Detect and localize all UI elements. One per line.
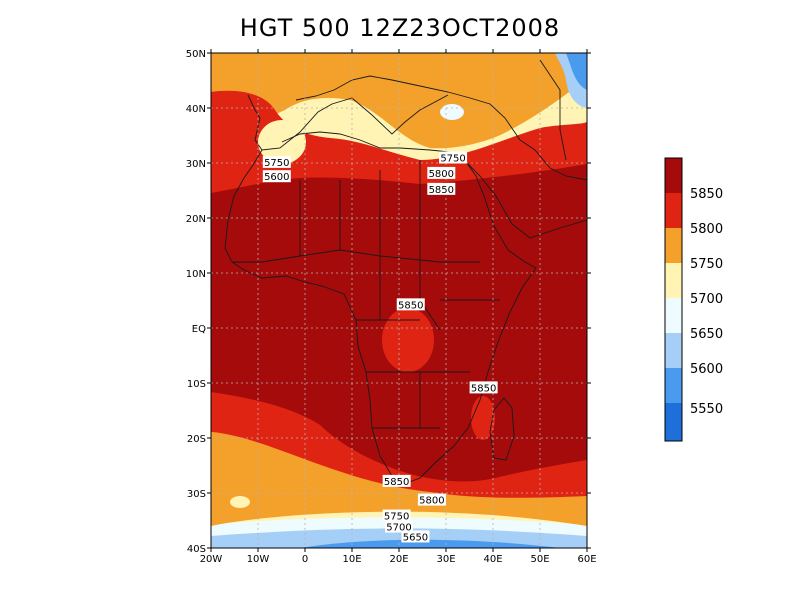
contour-label: 5850 bbox=[396, 298, 425, 311]
contour-label-box bbox=[417, 493, 446, 506]
y-tick-label: 40S bbox=[187, 544, 206, 555]
legend-label: 5850 bbox=[690, 187, 723, 202]
contour-label: 5750 bbox=[439, 151, 468, 165]
y-tick-label: 20N bbox=[186, 214, 206, 225]
legend-label: 5550 bbox=[690, 402, 723, 417]
contour-label-box bbox=[439, 151, 468, 164]
y-tick-label: 30S bbox=[187, 489, 206, 500]
tick-marks bbox=[207, 49, 591, 552]
band-south-5600 bbox=[300, 539, 560, 548]
y-tick-label: 10S bbox=[187, 379, 206, 390]
x-tick-label: 30E bbox=[436, 554, 455, 565]
legend-swatch-5900 bbox=[665, 158, 682, 193]
y-tick-label: 30N bbox=[186, 159, 206, 170]
contour-label-text: 5850 bbox=[384, 477, 409, 488]
contour-label-text: 5750 bbox=[384, 512, 409, 523]
contour-label: 5700 bbox=[385, 520, 413, 534]
contour-label: 5750 bbox=[382, 509, 411, 523]
cell-5850-africa bbox=[382, 308, 434, 372]
legend-label: 5650 bbox=[690, 327, 723, 342]
x-tick-label: 20E bbox=[389, 554, 408, 565]
contour-label: 5650 bbox=[401, 530, 430, 543]
contour-label: 5750 bbox=[262, 155, 291, 169]
contour-label-box bbox=[427, 182, 456, 195]
contour-label: 5850 bbox=[427, 182, 456, 196]
contour-label-text: 5850 bbox=[429, 185, 454, 196]
x-tick-label: 40E bbox=[483, 554, 502, 565]
x-tick-labels: 20W 10W 0 10E 20E 30E 40E 50E 60E bbox=[200, 554, 597, 565]
legend-swatch-5800 bbox=[665, 228, 682, 263]
legend-swatch-5650 bbox=[665, 333, 682, 368]
contour-label-box bbox=[262, 155, 291, 168]
contour-label-text: 5800 bbox=[419, 496, 444, 507]
cell-5700-turkey bbox=[440, 104, 464, 120]
contour-label: 5800 bbox=[417, 493, 446, 507]
contour-label-box bbox=[427, 166, 456, 179]
contour-label-text: 5850 bbox=[398, 300, 423, 311]
legend-label: 5700 bbox=[690, 292, 723, 307]
contour-label-box bbox=[385, 520, 413, 533]
contour-label: 5850 bbox=[469, 381, 498, 394]
legend-label: 5600 bbox=[690, 362, 723, 377]
legend-swatch-5700 bbox=[665, 298, 682, 333]
contour-label-box bbox=[382, 509, 411, 522]
y-tick-label: 50N bbox=[186, 49, 206, 60]
x-tick-label: 10W bbox=[247, 554, 270, 565]
legend-label: 5800 bbox=[690, 222, 723, 237]
x-tick-label: 60E bbox=[577, 554, 596, 565]
contour-label-text: 5850 bbox=[471, 383, 496, 394]
contour-labels: 5750 5600 5750 5800 5850 5850 5850 5850 5800 5750… bbox=[262, 151, 498, 543]
band-south-5800 bbox=[211, 425, 587, 526]
contour-label-box bbox=[262, 170, 291, 183]
legend-swatch-5850 bbox=[665, 193, 682, 228]
low-northeast-5600 bbox=[566, 53, 587, 90]
x-tick-label: 10E bbox=[342, 554, 361, 565]
cell-5700-atlantic bbox=[230, 496, 250, 508]
x-tick-label: 50E bbox=[530, 554, 549, 565]
cell-5850-madagascar bbox=[471, 396, 495, 440]
contour-label-text: 5750 bbox=[264, 158, 289, 169]
y-tick-label: 10N bbox=[186, 269, 206, 280]
legend-swatch-5750 bbox=[665, 263, 682, 298]
contour-label-text: 5750 bbox=[440, 154, 465, 165]
contour-label-text: 5800 bbox=[429, 169, 454, 180]
contour-label: 5600 bbox=[262, 170, 291, 183]
y-tick-labels: 50N 40N 30N 20N 10N EQ 10S 20S 30S 40S bbox=[186, 49, 206, 555]
legend-frame bbox=[664, 157, 683, 442]
y-tick-label: 40N bbox=[186, 104, 206, 115]
contour-label-text: 5700 bbox=[386, 523, 411, 534]
contour-label-box bbox=[396, 298, 425, 311]
color-legend: 5850 5800 5750 5700 5650 5600 5550 bbox=[664, 157, 723, 442]
x-tick-label: 20W bbox=[200, 554, 223, 565]
contour-label-box bbox=[382, 474, 411, 487]
contour-label: 5800 bbox=[427, 166, 456, 180]
contour-label-box bbox=[469, 381, 498, 394]
coastlines bbox=[224, 59, 587, 485]
y-tick-label: EQ bbox=[192, 324, 206, 335]
contour-label-text: 5600 bbox=[264, 172, 289, 183]
legend-label: 5750 bbox=[690, 257, 723, 272]
contour-label-box bbox=[401, 530, 430, 543]
contour-label: 5850 bbox=[382, 474, 411, 488]
plot-title: HGT 500 12Z23OCT2008 bbox=[239, 14, 561, 42]
legend-swatch-5550 bbox=[665, 403, 682, 441]
contour-label-text: 5650 bbox=[403, 532, 428, 543]
x-tick-label: 0 bbox=[302, 554, 308, 565]
legend-swatch-5600 bbox=[665, 368, 682, 403]
y-tick-label: 20S bbox=[187, 434, 206, 445]
